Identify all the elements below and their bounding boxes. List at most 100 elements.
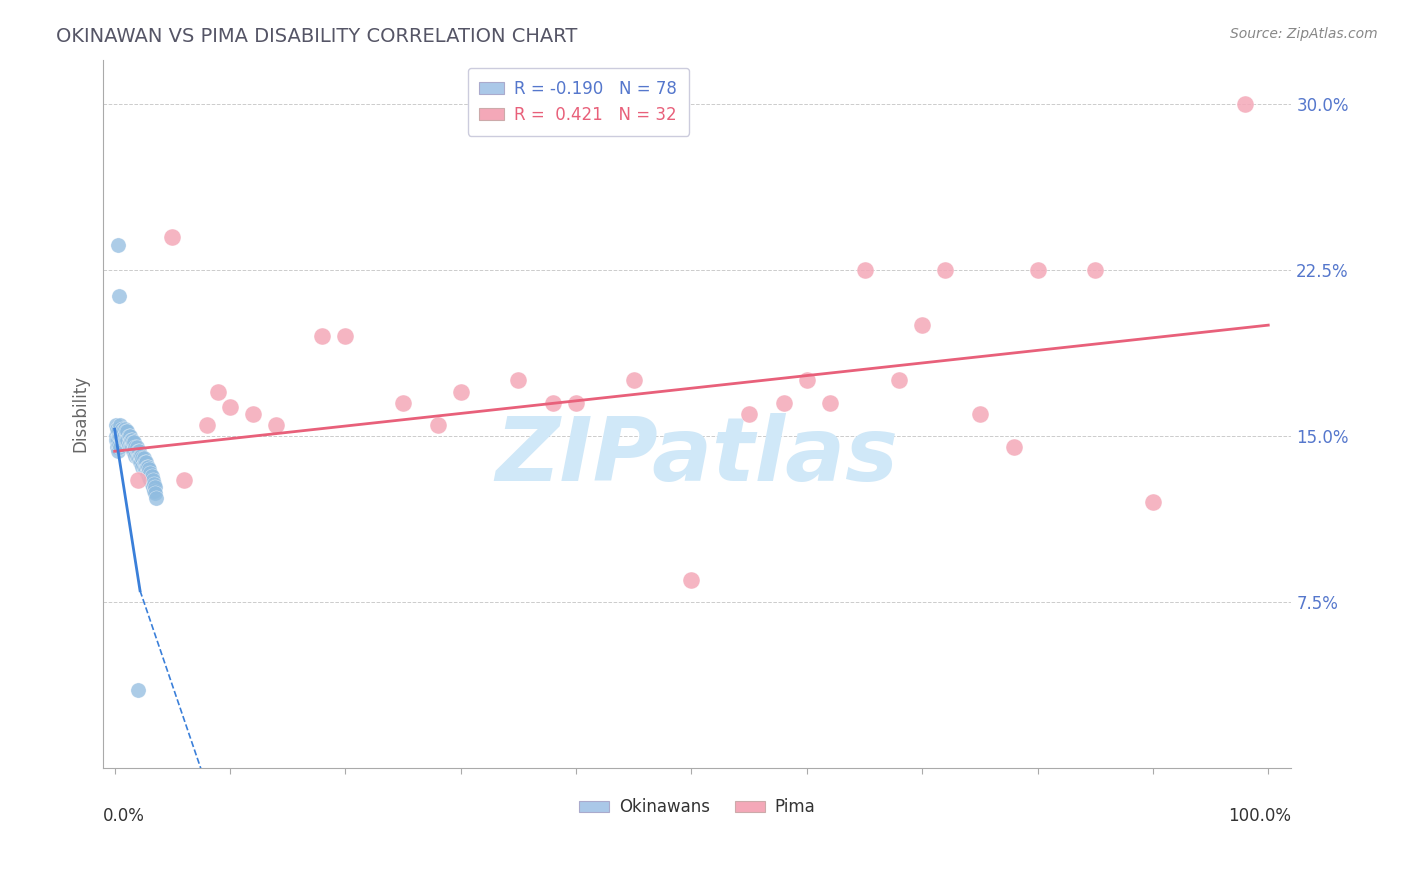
Point [108,437,131,451]
Point [124,444,146,458]
Point [1026,262,1049,277]
Point [112,437,135,451]
Point [139,473,162,487]
Point [145,491,167,505]
Text: ZIPatlas: ZIPatlas [496,413,898,500]
Point [105,422,128,436]
Point [136,459,159,474]
Point [105,440,128,454]
Text: OKINAWAN VS PIMA DISABILITY CORRELATION CHART: OKINAWAN VS PIMA DISABILITY CORRELATION … [56,27,578,45]
Point [623,374,645,388]
Point [127,444,149,458]
Y-axis label: Disability: Disability [72,376,89,452]
Point [115,425,138,439]
Point [392,395,415,409]
Point [110,422,132,436]
Point [162,229,184,244]
Point [139,467,162,481]
Point [1234,96,1257,111]
Point [105,434,128,448]
Point [125,440,148,454]
Point [143,480,166,494]
Point [110,417,132,432]
Point [129,449,152,463]
Point [112,429,135,443]
Point [142,473,165,487]
Point [121,434,143,448]
Point [772,395,794,409]
Point [134,455,156,469]
Point [124,440,146,454]
Point [125,449,148,463]
Point [127,683,149,698]
Point [108,289,131,303]
Point [107,434,129,448]
Point [120,434,142,448]
Point [219,400,242,414]
Point [142,480,165,494]
Point [796,374,818,388]
Point [138,462,160,476]
Point [110,429,132,443]
Point [541,395,564,409]
Point [141,477,163,491]
Point [107,425,129,439]
Point [131,450,153,465]
Point [111,434,134,448]
Point [138,471,160,485]
Point [1084,262,1107,277]
Point [129,455,152,469]
Point [136,467,159,481]
Point [681,573,703,587]
Point [129,455,152,469]
Text: Source: ZipAtlas.com: Source: ZipAtlas.com [1230,27,1378,41]
Point [738,407,761,421]
Point [110,440,132,454]
Point [195,417,218,432]
Point [111,425,134,439]
Point [142,484,165,499]
Text: 0.0%: 0.0% [103,806,145,824]
Point [114,422,136,436]
Point [122,444,145,458]
Point [107,238,129,252]
Point [311,329,333,343]
Point [104,429,127,443]
Point [173,473,195,487]
Point [124,435,146,450]
Point [110,434,132,448]
Point [108,429,131,443]
Point [128,450,150,465]
Point [969,407,991,421]
Point [129,449,152,463]
Point [207,384,229,399]
Point [934,262,956,277]
Point [118,429,141,443]
Point [114,434,136,448]
Point [450,384,472,399]
Point [127,473,149,487]
Point [131,459,153,474]
Point [853,262,876,277]
Point [127,450,149,465]
Point [818,395,841,409]
Point [132,450,155,465]
Point [136,467,159,481]
Point [335,329,357,343]
Point [264,417,287,432]
Point [122,435,145,450]
Point [143,486,166,500]
Point [135,462,157,476]
Point [117,437,139,451]
Point [887,374,910,388]
Point [135,455,157,469]
Point [120,440,142,454]
Point [117,429,139,443]
Point [117,425,139,439]
Point [118,435,141,450]
Point [124,449,146,463]
Point [107,444,129,458]
Point [508,374,530,388]
Point [132,459,155,474]
Point [136,459,159,474]
